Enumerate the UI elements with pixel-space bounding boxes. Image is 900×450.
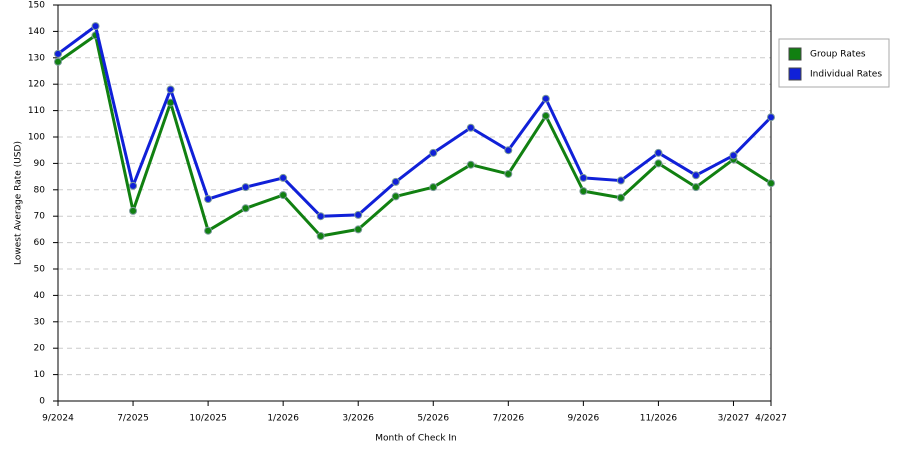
legend-label: Individual Rates (810, 70, 882, 80)
data-point (316, 212, 325, 221)
x-tick-label: 5/2026 (417, 414, 449, 424)
data-point (466, 123, 475, 132)
data-point (579, 187, 588, 196)
data-point (204, 226, 213, 235)
legend-swatch (788, 47, 802, 61)
x-tick-label: 9/2024 (42, 414, 74, 424)
x-tick-label: 10/2025 (189, 414, 226, 424)
x-tick-label: 7/2026 (492, 414, 524, 424)
data-point (541, 94, 550, 103)
x-tick-label: 9/2026 (568, 414, 600, 424)
data-point (129, 181, 138, 190)
data-point (54, 57, 62, 66)
data-point (279, 191, 288, 200)
x-tick-label: 4/2027 (755, 414, 787, 424)
data-point (504, 169, 513, 178)
data-point (129, 206, 138, 215)
y-tick-label: 150 (28, 1, 45, 11)
data-point (616, 193, 625, 202)
plot-frame (57, 4, 772, 402)
data-point (654, 159, 663, 168)
y-tick-label: 40 (34, 291, 46, 301)
y-tick-label: 120 (28, 80, 45, 90)
data-point (767, 113, 775, 122)
series-line (57, 24, 773, 218)
data-point (691, 171, 700, 180)
data-point (204, 195, 213, 204)
data-point (429, 183, 438, 192)
y-tick-label: 140 (28, 27, 45, 37)
data-point (541, 111, 550, 120)
x-tick-label: 3/2026 (342, 414, 374, 424)
y-tick-label: 0 (39, 397, 45, 407)
data-point (729, 151, 738, 160)
data-point (316, 232, 325, 240)
x-tick-label: 11/2026 (640, 414, 678, 424)
data-point (429, 148, 438, 157)
y-tick-label: 10 (34, 370, 46, 380)
y-tick-label: 80 (34, 185, 46, 195)
data-point (767, 179, 775, 188)
data-point (654, 148, 663, 157)
data-point (466, 160, 475, 169)
y-tick-label: 20 (34, 344, 46, 354)
legend-swatch (788, 67, 802, 81)
data-point (279, 173, 288, 182)
data-point (241, 204, 250, 213)
y-tick-label: 60 (34, 238, 46, 248)
data-point (691, 183, 700, 192)
y-tick-label: 130 (28, 53, 45, 63)
data-point (54, 49, 62, 58)
data-point (504, 146, 513, 155)
data-point (579, 173, 588, 182)
y-tick-label: 30 (34, 317, 46, 327)
series-line (57, 33, 772, 238)
y-tick-label: 90 (34, 159, 46, 169)
x-tick-label: 1/2026 (267, 414, 299, 424)
data-point (391, 192, 400, 201)
x-tick-label: 3/2027 (718, 414, 750, 424)
y-tick-label: 100 (28, 133, 45, 143)
x-tick-label: 7/2025 (117, 414, 149, 424)
y-tick-label: 70 (34, 212, 46, 222)
data-point (354, 210, 363, 219)
data-point (166, 85, 175, 94)
y-tick-label: 50 (34, 265, 46, 275)
data-point (241, 183, 250, 192)
y-axis-label: Lowest Average Rate (USD) (14, 141, 24, 265)
legend-label: Group Rates (810, 50, 866, 60)
data-point (391, 177, 400, 186)
data-point (616, 176, 625, 185)
x-axis-label: Month of Check In (375, 434, 457, 444)
data-point (354, 225, 363, 234)
data-point (91, 22, 100, 31)
y-tick-label: 110 (28, 106, 45, 116)
